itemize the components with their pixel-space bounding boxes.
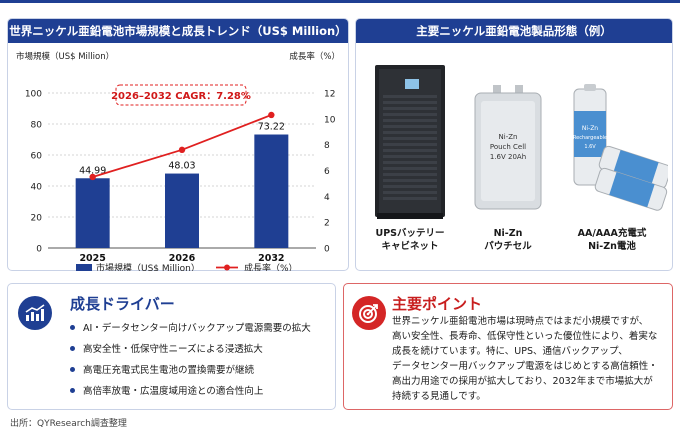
points-title: 主要ポイント — [392, 295, 483, 313]
svg-text:Rechargeable: Rechargeable — [573, 135, 607, 141]
svg-text:Pouch Cell: Pouch Cell — [490, 143, 526, 151]
bar-value-label: 44.99 — [79, 165, 106, 176]
y2-tick-label: 8 — [324, 141, 330, 151]
top-rule — [0, 0, 680, 3]
products-panel-title: 主要ニッケル亜鉛電池製品形態（例） — [356, 19, 672, 43]
svg-text:1.6V: 1.6V — [584, 144, 596, 150]
products-panel: 主要ニッケル亜鉛電池製品形態（例） UPSバッテリー キャビネット Ni-Zn … — [355, 18, 673, 271]
product-label-pouch: Ni-Zn パウチセル — [484, 228, 532, 252]
y2-tick-label: 12 — [324, 90, 335, 100]
legend-line-label: 成長率（%） — [244, 262, 298, 271]
legend-bar-swatch — [76, 264, 92, 271]
points-panel — [343, 283, 673, 410]
y-tick-label: 20 — [31, 214, 43, 224]
ups-cabinet-image — [375, 65, 445, 219]
driver-item: AI・データセンター向けバックアップ電源需要の拡大 — [70, 320, 311, 334]
legend-line-marker — [224, 264, 230, 271]
bullet-icon — [70, 366, 75, 372]
pouch-cell-image: Ni-Zn Pouch Cell 1.6V 20Ah — [474, 85, 542, 210]
x-tick-label: 2025 — [79, 253, 105, 264]
y2-tick-label: 4 — [324, 193, 330, 203]
growth-rate-point — [89, 173, 96, 181]
bullet-icon — [70, 324, 75, 330]
right-axis-label: 成長率（%） — [289, 51, 340, 62]
aa-cells-image: Ni-Zn Rechargeable 1.6V — [573, 84, 668, 211]
x-tick-label: 2032 — [258, 253, 284, 264]
driver-item: 高電圧充電式民生電池の置換需要が継続 — [70, 362, 254, 376]
y-tick-label: 100 — [25, 90, 42, 100]
y2-tick-label: 2 — [324, 219, 330, 229]
bar — [75, 178, 110, 248]
growth-rate-point — [268, 111, 275, 119]
chart-panel-title: 世界ニッケル亜鉛電池市場規模と成長トレンド（US$ Million） — [8, 19, 348, 43]
bullet-icon — [70, 345, 75, 351]
bar-value-label: 48.03 — [168, 161, 195, 172]
bar-value-label: 73.22 — [258, 122, 285, 133]
y2-tick-label: 10 — [324, 115, 336, 125]
driver-item: 高安全性・低保守性ニーズによる浸透拡大 — [70, 341, 263, 355]
growth-rate-point — [178, 146, 186, 154]
bullet-icon — [70, 387, 75, 393]
svg-text:Ni-Zn: Ni-Zn — [582, 125, 598, 132]
drivers-panel — [7, 283, 336, 410]
svg-text:Ni-Zn: Ni-Zn — [499, 133, 518, 141]
bar — [254, 134, 289, 248]
market-size-chart: 市場規模（US$ Million） 成長率（%） 0 20 40 60 80 100 0 2 4 6 8… — [16, 51, 340, 271]
left-axis-label: 市場規模（US$ Million） — [16, 51, 114, 62]
legend-bar-label: 市場規模（US$ Million） — [96, 262, 200, 271]
drivers-title: 成長ドライバー — [70, 295, 175, 313]
y-tick-label: 60 — [31, 152, 43, 162]
driver-item: 高倍率放電・広温度域用途との適合性向上 — [70, 383, 263, 397]
source-note: 出所：QYResearch調査整理 — [10, 419, 127, 429]
y-tick-label: 0 — [36, 245, 42, 255]
product-label-ups: UPSバッテリー キャビネット — [375, 228, 445, 252]
y2-tick-label: 0 — [324, 245, 330, 255]
bar — [165, 173, 199, 248]
y-tick-label: 80 — [31, 121, 43, 131]
y2-tick-label: 6 — [324, 167, 330, 177]
target-icon — [352, 296, 386, 330]
chart-panel: 世界ニッケル亜鉛電池市場規模と成長トレンド（US$ Million） 市場規模（… — [7, 18, 349, 271]
y-tick-label: 40 — [31, 183, 43, 193]
x-tick-label: 2026 — [169, 253, 196, 264]
cagr-callout-label: 2026–2032 CAGR：7.28% — [111, 91, 251, 102]
growth-chart-icon — [18, 296, 52, 330]
product-label-aa: AA/AAA充電式 Ni-Zn電池 — [577, 228, 647, 252]
points-text: 世界ニッケル亜鉛電池市場は現時点ではまだ小規模ですが、 高い安全性、長寿命、低保… — [392, 316, 658, 402]
svg-text:1.6V 20Ah: 1.6V 20Ah — [490, 153, 526, 161]
cagr-callout-box — [115, 84, 247, 106]
